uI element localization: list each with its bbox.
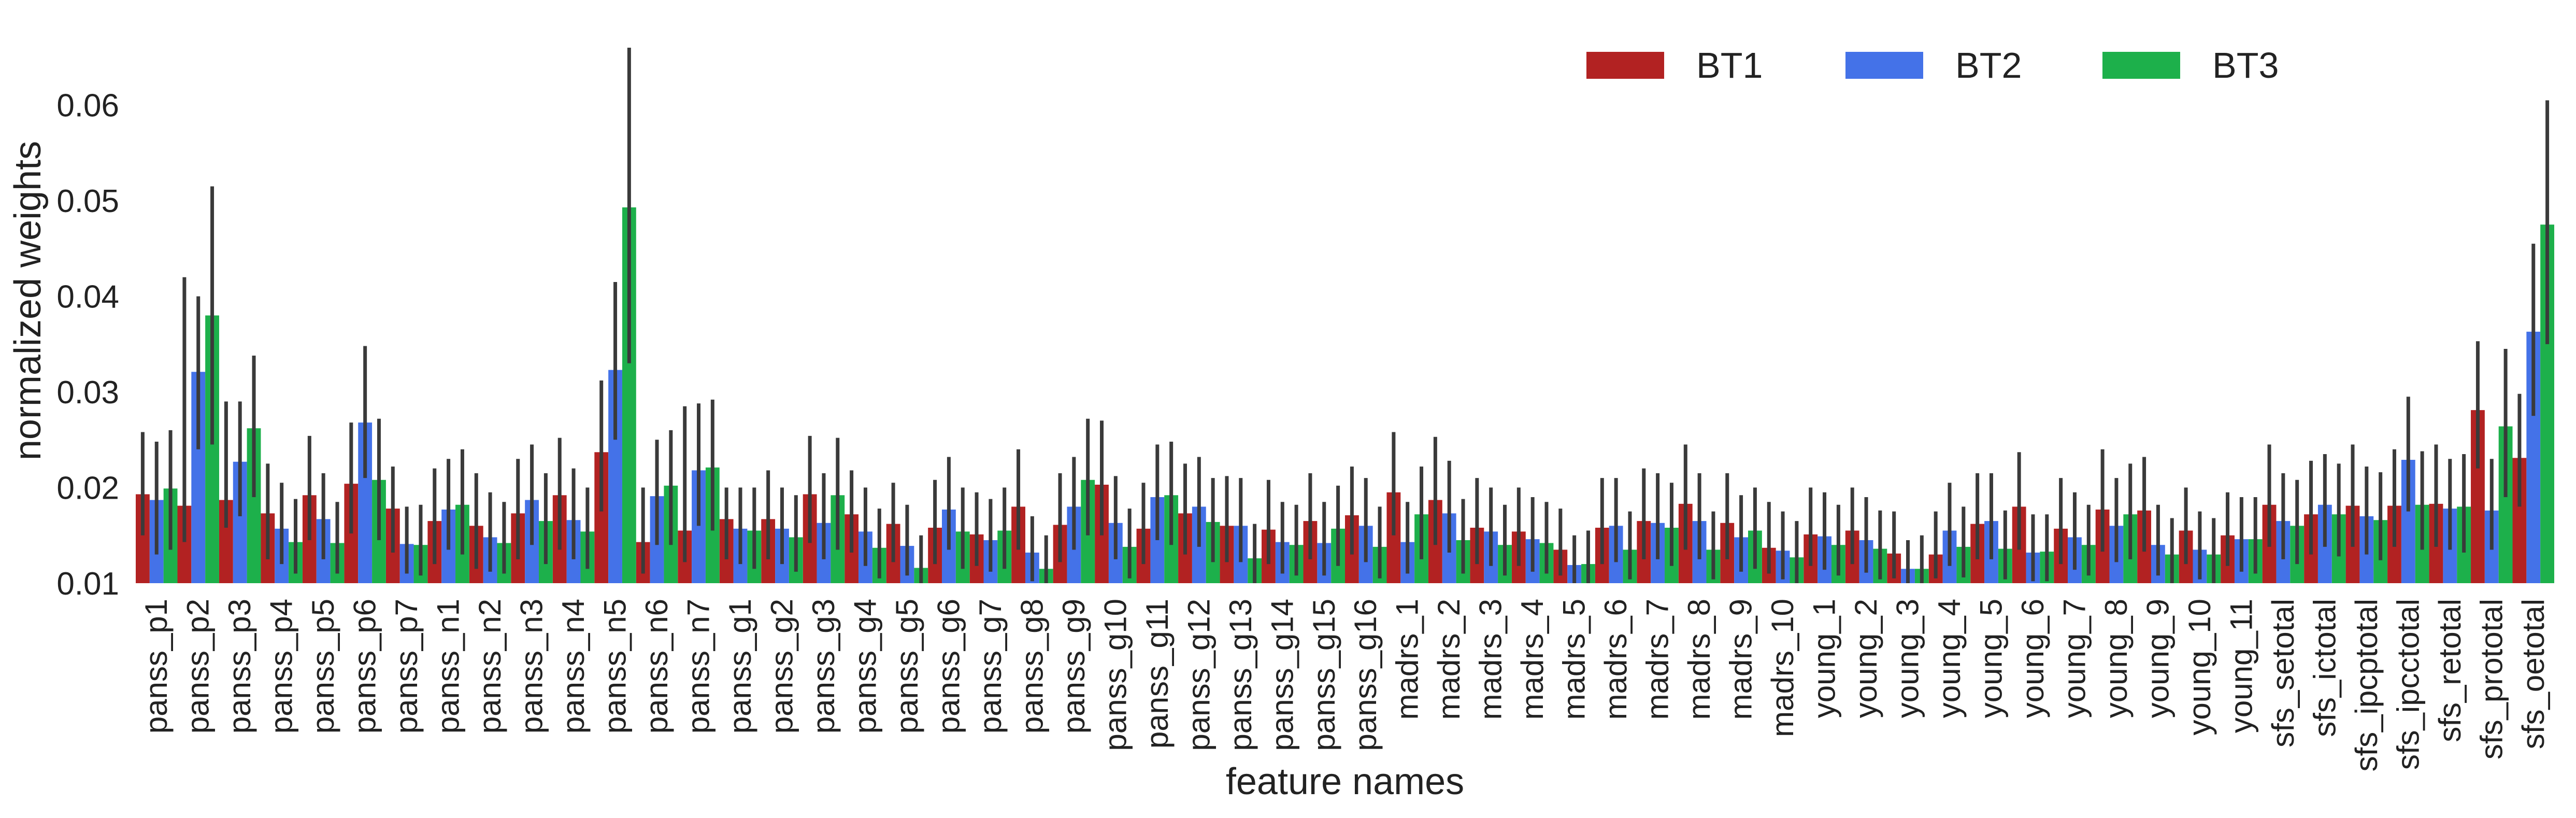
y-tick-label: 0.02	[56, 471, 119, 506]
x-tick-label: sfs_ipcctotal	[2391, 599, 2425, 770]
x-tick-label: panss_g10	[1098, 599, 1133, 751]
legend-item-bt3: BT3	[2102, 45, 2279, 86]
x-tick-label: young_2	[1849, 599, 1883, 718]
x-tick-label: panss_g16	[1348, 599, 1383, 751]
x-tick-label: madrs_8	[1682, 599, 1716, 720]
x-tick-label: madrs_4	[1515, 599, 1550, 720]
x-axis: panss_p1 panss_p2 panss_p3 panss_p4 panss_p5…	[139, 599, 2551, 772]
y-tick-label: 0.01	[56, 566, 119, 602]
x-tick-label: sfs_prototal	[2474, 599, 2509, 759]
legend-swatch	[2102, 52, 2180, 79]
y-tick-label: 0.04	[56, 279, 119, 315]
x-tick-label: madrs_5	[1557, 599, 1592, 720]
x-tick-label: young_3	[1891, 599, 1925, 718]
x-tick-label: panss_n1	[431, 599, 466, 734]
x-tick-label: young_10	[2182, 599, 2217, 736]
x-tick-label: sfs_retotal	[2432, 599, 2467, 742]
legend-item-bt1: BT1	[1586, 45, 1763, 86]
x-tick-label: panss_p4	[264, 599, 299, 734]
x-tick-label: panss_g13	[1223, 599, 1258, 751]
x-tick-label: madrs_3	[1473, 599, 1508, 720]
y-tick-label: 0.05	[56, 184, 119, 219]
x-tick-label: panss_n2	[473, 599, 507, 734]
x-tick-label: panss_p3	[222, 599, 257, 734]
x-tick-label: madrs_10	[1765, 599, 1800, 737]
legend-label: BT1	[1696, 45, 1763, 86]
x-tick-label: panss_p6	[348, 599, 382, 734]
x-tick-label: panss_g4	[848, 599, 882, 734]
legend-item-bt2: BT2	[1845, 45, 2022, 86]
x-axis-title: feature names	[1226, 761, 1464, 802]
x-tick-label: panss_g14	[1265, 599, 1299, 751]
y-axis: 0.01 0.02 0.03 0.04 0.05 0.06	[56, 88, 119, 602]
x-tick-label: panss_g3	[806, 599, 841, 734]
x-tick-label: young_7	[2057, 599, 2092, 718]
x-tick-label: panss_g15	[1307, 599, 1341, 751]
x-tick-label: panss_n4	[556, 599, 591, 734]
x-tick-label: panss_p2	[181, 599, 216, 734]
x-tick-label: panss_p1	[139, 599, 174, 734]
x-tick-label: panss_n5	[598, 599, 633, 734]
legend: BT1 BT2 BT3	[1586, 45, 2279, 86]
x-tick-label: madrs_7	[1640, 599, 1675, 720]
x-tick-label: young_1	[1807, 599, 1842, 718]
x-tick-label: panss_g6	[931, 599, 966, 734]
x-tick-label: panss_g7	[973, 599, 1008, 734]
x-tick-label: madrs_2	[1432, 599, 1466, 720]
y-tick-label: 0.03	[56, 375, 119, 411]
x-tick-label: panss_g12	[1181, 599, 1216, 751]
x-tick-label: panss_g11	[1140, 599, 1175, 749]
legend-label: BT2	[1955, 45, 2022, 86]
x-tick-label: madrs_9	[1724, 599, 1758, 720]
bars	[136, 207, 2554, 584]
x-tick-label: madrs_6	[1598, 599, 1633, 720]
y-tick-label: 0.06	[56, 88, 119, 124]
x-tick-label: young_11	[2224, 599, 2258, 733]
x-tick-label: panss_g1	[723, 599, 757, 734]
error-bars	[140, 48, 2550, 583]
x-tick-label: panss_p7	[389, 599, 424, 734]
x-tick-label: panss_n3	[514, 599, 549, 734]
x-tick-label: panss_g5	[890, 599, 924, 734]
x-tick-label: young_8	[2099, 599, 2134, 718]
x-tick-label: panss_n7	[681, 599, 716, 734]
legend-swatch	[1586, 52, 1664, 79]
x-tick-label: panss_g2	[764, 599, 799, 734]
x-tick-label: madrs_1	[1390, 599, 1425, 720]
x-tick-label: sfs_setotal	[2266, 599, 2300, 748]
x-tick-label: panss_n6	[639, 599, 674, 734]
x-tick-label: sfs_ictotal	[2307, 599, 2342, 737]
y-axis-title: normalized weights	[7, 141, 49, 460]
x-tick-label: young_9	[2140, 599, 2175, 718]
x-tick-label: panss_g8	[1014, 599, 1049, 734]
x-tick-label: young_6	[2015, 599, 2050, 718]
x-tick-label: panss_g9	[1056, 599, 1091, 734]
legend-label: BT3	[2212, 45, 2279, 86]
x-tick-label: panss_p5	[306, 599, 340, 734]
x-tick-label: sfs_oetotal	[2516, 599, 2551, 749]
x-tick-label: young_5	[1973, 599, 2008, 718]
x-tick-label: sfs_ipcptotal	[2349, 599, 2384, 772]
legend-swatch	[1845, 52, 1923, 79]
x-tick-label: young_4	[1932, 599, 1967, 718]
